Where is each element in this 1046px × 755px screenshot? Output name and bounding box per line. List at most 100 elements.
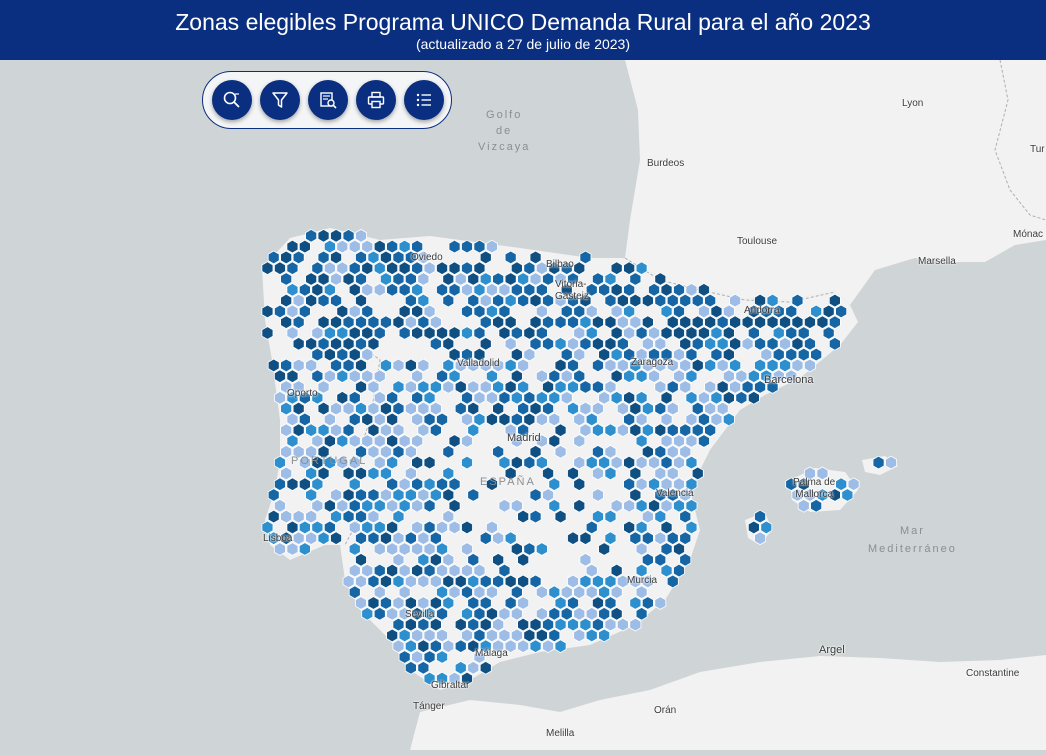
- zone-hexagon[interactable]: [292, 293, 305, 308]
- zone-hexagon[interactable]: [286, 390, 299, 405]
- zone-hexagon[interactable]: [529, 509, 542, 524]
- zone-hexagon[interactable]: [523, 628, 536, 643]
- zone-hexagon[interactable]: [404, 444, 417, 459]
- zone-hexagon[interactable]: [286, 369, 299, 384]
- zone-hexagon[interactable]: [336, 347, 349, 362]
- zone-hexagon[interactable]: [323, 261, 336, 276]
- zone-hexagon[interactable]: [585, 455, 598, 470]
- zone-hexagon[interactable]: [704, 380, 717, 394]
- zone-hexagon[interactable]: [317, 380, 330, 394]
- zone-hexagon[interactable]: [330, 488, 343, 502]
- zone-hexagon[interactable]: [635, 477, 648, 492]
- zone-hexagon[interactable]: [479, 596, 492, 610]
- zone-hexagon[interactable]: [791, 358, 804, 373]
- zone-hexagon[interactable]: [305, 488, 318, 502]
- zone-hexagon[interactable]: [398, 585, 411, 600]
- zone-hexagon[interactable]: [467, 272, 480, 286]
- zone-hexagon[interactable]: [685, 369, 698, 384]
- zone-hexagon[interactable]: [392, 488, 405, 502]
- zone-hexagon[interactable]: [747, 369, 760, 384]
- zone-hexagon[interactable]: [348, 585, 361, 600]
- zone-hexagon[interactable]: [641, 401, 654, 416]
- zone-hexagon[interactable]: [510, 347, 523, 362]
- zone-hexagon[interactable]: [373, 455, 386, 470]
- zone-hexagon[interactable]: [336, 369, 349, 384]
- zone-hexagon[interactable]: [454, 401, 467, 416]
- zone-hexagon[interactable]: [542, 315, 554, 330]
- zone-hexagon[interactable]: [666, 423, 679, 438]
- zone-hexagon[interactable]: [691, 423, 704, 438]
- zone-hexagon[interactable]: [573, 606, 586, 621]
- zone-hexagon[interactable]: [386, 239, 399, 254]
- zone-hexagon[interactable]: [492, 639, 505, 654]
- zone-hexagon[interactable]: [510, 455, 523, 470]
- zone-hexagon[interactable]: [361, 239, 374, 254]
- zone-hexagon[interactable]: [330, 336, 343, 351]
- zone-hexagon[interactable]: [523, 542, 536, 556]
- zone-hexagon[interactable]: [623, 304, 636, 319]
- zone-hexagon[interactable]: [436, 261, 449, 276]
- zone-hexagon[interactable]: [666, 466, 679, 481]
- zone-hexagon[interactable]: [785, 347, 798, 362]
- zone-hexagon[interactable]: [442, 466, 455, 481]
- zone-hexagon[interactable]: [267, 250, 280, 265]
- zone-hexagon[interactable]: [573, 628, 586, 643]
- zone-hexagon[interactable]: [417, 250, 430, 265]
- zone-hexagon[interactable]: [498, 498, 511, 513]
- zone-hexagon[interactable]: [604, 444, 617, 459]
- zone-hexagon[interactable]: [467, 617, 480, 632]
- zone-hexagon[interactable]: [535, 542, 548, 556]
- zone-hexagon[interactable]: [567, 574, 579, 589]
- zone-hexagon[interactable]: [367, 509, 380, 524]
- zone-hexagon[interactable]: [766, 315, 779, 330]
- zone-hexagon[interactable]: [373, 239, 386, 254]
- zone-hexagon[interactable]: [348, 498, 361, 513]
- zone-hexagon[interactable]: [535, 261, 548, 276]
- zone-hexagon[interactable]: [411, 434, 424, 448]
- zone-hexagon[interactable]: [747, 326, 760, 340]
- zone-hexagon[interactable]: [517, 509, 530, 524]
- zone-hexagon[interactable]: [579, 531, 592, 546]
- zone-hexagon[interactable]: [635, 412, 648, 427]
- zone-hexagon[interactable]: [498, 455, 511, 470]
- zone-hexagon[interactable]: [404, 380, 417, 394]
- zone-hexagon[interactable]: [679, 423, 692, 438]
- zone-hexagon[interactable]: [423, 455, 436, 470]
- zone-hexagon[interactable]: [411, 239, 424, 254]
- zone-hexagon[interactable]: [348, 347, 361, 362]
- zone-hexagon[interactable]: [654, 509, 667, 524]
- zone-hexagon[interactable]: [454, 380, 467, 394]
- zone-hexagon[interactable]: [467, 423, 480, 438]
- zone-hexagon[interactable]: [442, 358, 455, 373]
- zone-hexagon[interactable]: [379, 596, 392, 610]
- zone-hexagon[interactable]: [729, 358, 742, 373]
- zone-hexagon[interactable]: [548, 412, 561, 427]
- zone-hexagon[interactable]: [616, 423, 629, 438]
- zone-hexagon[interactable]: [610, 390, 623, 405]
- zone-hexagon[interactable]: [660, 412, 673, 427]
- zone-hexagon[interactable]: [704, 315, 717, 330]
- zone-hexagon[interactable]: [654, 401, 667, 416]
- zone-hexagon[interactable]: [747, 390, 760, 405]
- zone-hexagon[interactable]: [392, 423, 405, 438]
- zone-hexagon[interactable]: [492, 358, 505, 373]
- zone-hexagon[interactable]: [629, 423, 642, 438]
- zone-hexagon[interactable]: [791, 315, 804, 330]
- zone-hexagon[interactable]: [554, 315, 567, 330]
- zone-hexagon[interactable]: [510, 326, 523, 340]
- zone-hexagon[interactable]: [504, 250, 517, 265]
- zone-hexagon[interactable]: [641, 574, 654, 589]
- zone-hexagon[interactable]: [379, 488, 392, 502]
- zone-hexagon[interactable]: [492, 401, 505, 416]
- zone-hexagon[interactable]: [579, 574, 592, 589]
- zone-hexagon[interactable]: [598, 347, 611, 362]
- zone-hexagon[interactable]: [479, 315, 492, 330]
- zone-hexagon[interactable]: [685, 326, 698, 340]
- zone-hexagon[interactable]: [311, 455, 324, 470]
- zone-hexagon[interactable]: [828, 336, 841, 351]
- zone-hexagon[interactable]: [461, 563, 473, 578]
- zone-hexagon[interactable]: [436, 477, 449, 492]
- zone-hexagon[interactable]: [779, 336, 791, 351]
- zone-hexagon[interactable]: [673, 563, 685, 578]
- zone-hexagon[interactable]: [261, 304, 274, 319]
